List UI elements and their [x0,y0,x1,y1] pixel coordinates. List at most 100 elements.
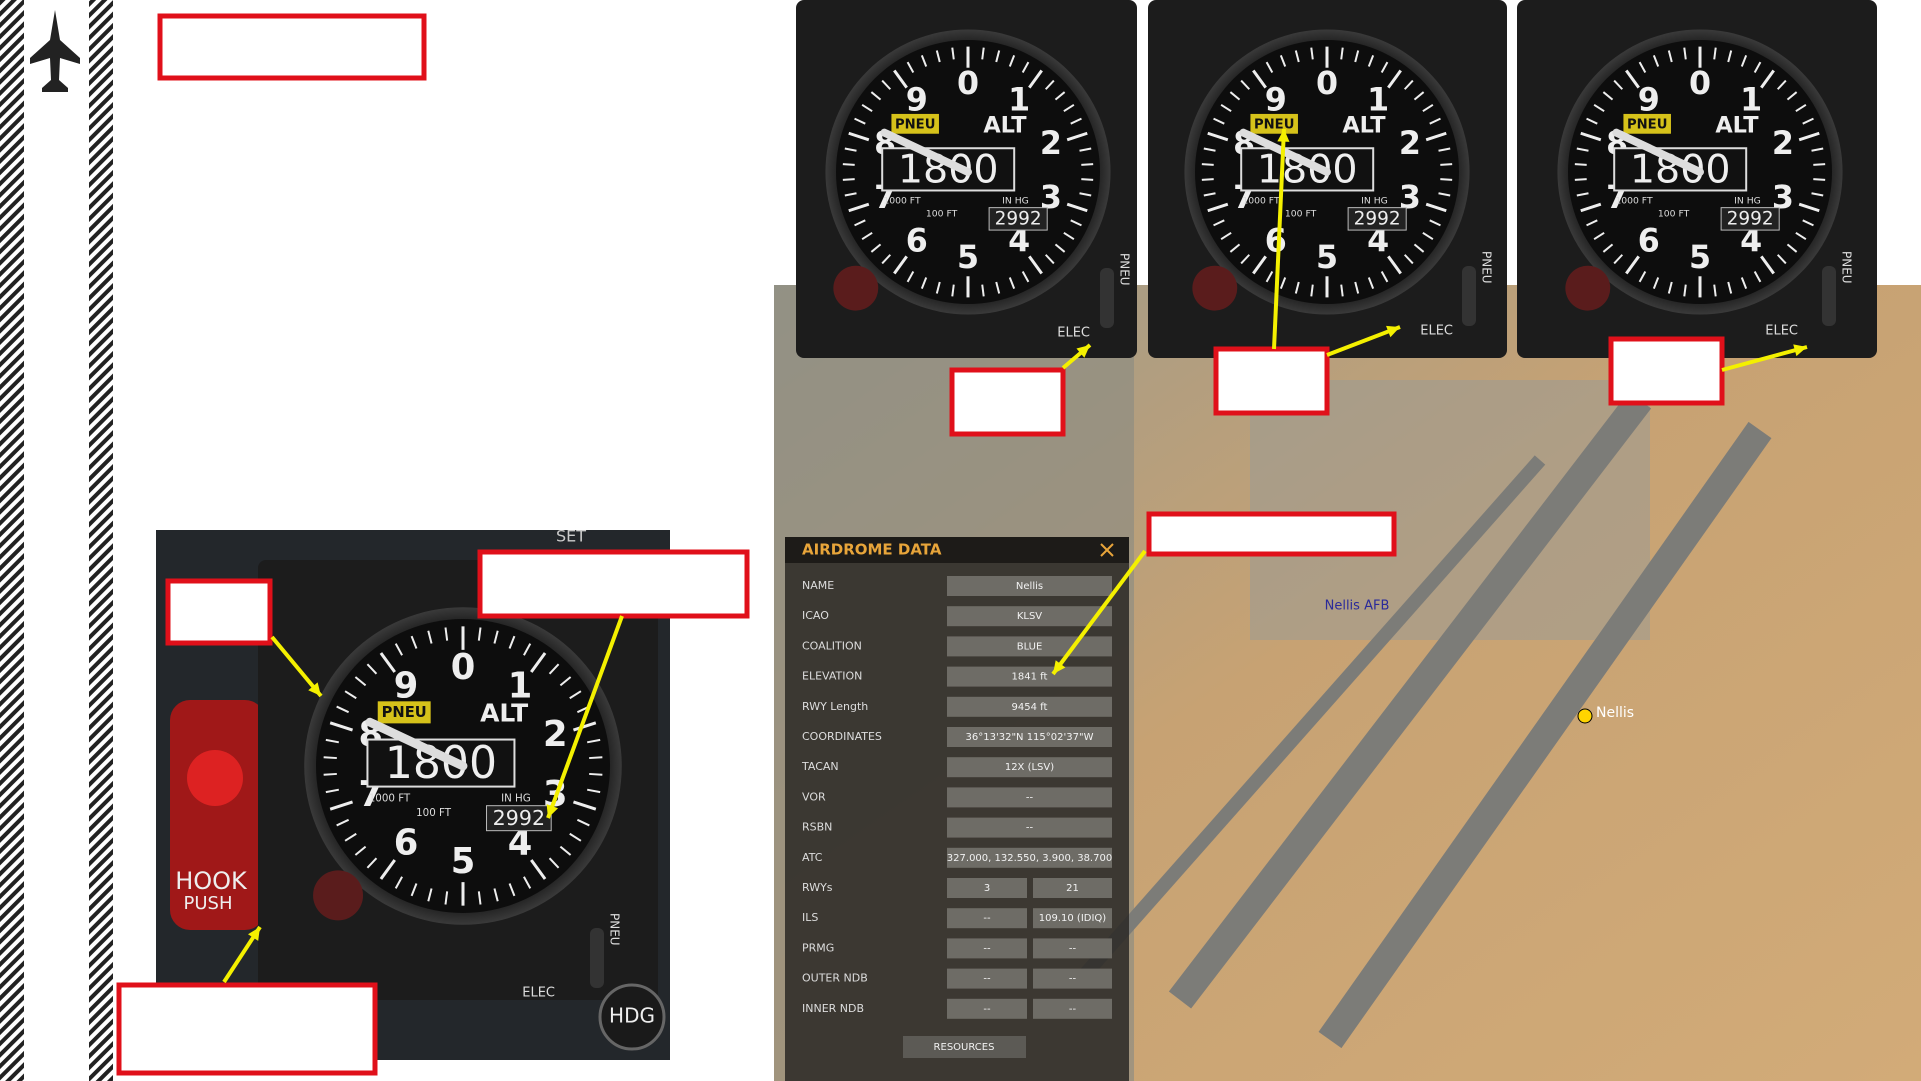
dial-tick [444,891,449,905]
unit-label: 100 FT [1285,209,1317,220]
dial-tick [576,818,590,827]
airdrome-panel [785,537,1129,1081]
unit-label: 1000 FT [883,196,921,207]
button-label: RESOURCES [934,1042,995,1053]
dial-tick [1798,202,1820,213]
knob [1192,265,1238,311]
value-field [947,968,1027,989]
hook-handle [170,700,265,930]
dial-tick [559,845,572,856]
dial-tick [1753,61,1762,74]
close-button[interactable] [1100,543,1114,557]
dial-tick [1063,103,1075,113]
dial-tick [861,103,873,113]
value-field [947,908,1027,929]
dial-tick [893,255,908,275]
row-value: -- [1069,974,1077,985]
dial-tick [559,676,572,687]
dial-number: 2 [1772,126,1794,162]
dial-tick [1811,192,1824,197]
callout-arrow [546,615,624,819]
dial-tick [848,131,870,142]
pneu-flag [377,701,431,724]
dial-tick [1403,79,1414,90]
dial-tick [881,79,892,90]
airfield-icon [1577,708,1593,724]
dial-tick [394,876,403,889]
dial-tick [344,690,357,700]
dial-tick [1367,55,1375,67]
dial-number: 2 [543,714,568,755]
row-value: KLSV [1017,611,1042,622]
dial-tick [548,663,560,675]
dial-tick [1425,202,1447,213]
row-label: ELEVATION [802,670,862,683]
value-field [947,727,1112,747]
counter: 1800 [1257,147,1358,193]
pneu-elec-switch[interactable] [1100,268,1114,328]
dial-tick [1652,277,1660,289]
map-label: Nellis AFB [1325,599,1390,614]
dial-tick [1207,131,1229,142]
dial-tick [1252,69,1267,89]
dial-tick [1340,47,1344,60]
dial-tick [842,178,855,181]
row-value: 12X (LSV) [1005,762,1054,773]
switch-label: ELEC [522,986,555,1001]
dial-tick [1054,91,1066,101]
dial-tick [1813,178,1826,181]
dial-number: 6 [1265,223,1287,259]
pneu-elec-switch[interactable] [1822,266,1836,326]
dial-tick [1008,55,1016,67]
dial-tick [1203,147,1216,152]
unit-label: IN HG [1734,196,1761,207]
dial-tick [1625,255,1640,275]
dial-tick [477,891,482,905]
dial-tick [1387,255,1402,275]
value-field [1033,938,1112,959]
dial-number: 3 [1399,180,1421,216]
dial-tick [493,888,499,902]
dial-tick [844,147,857,152]
dial-tick [329,721,354,732]
row-label: RWYs [802,881,833,894]
switch-label: ELEC [1765,324,1798,339]
dial-tick [881,254,892,265]
dial-tick [1625,69,1640,89]
resources-button[interactable] [903,1036,1026,1058]
callout-arrow [270,635,323,698]
value-field [1033,878,1112,898]
dial-tick [1613,254,1624,265]
map-base [1250,380,1650,640]
hdg-knob[interactable] [598,983,666,1051]
dial-tick [1028,69,1043,89]
dial-tick [1576,147,1589,152]
row-value: -- [1026,823,1034,834]
dial-tick [1802,219,1814,227]
callout-arrow [1326,325,1401,357]
dial-tick [586,788,601,794]
dial-number: 1 [1008,83,1030,119]
gauge-title: ALT [1342,112,1386,138]
unit-label: 1000 FT [369,792,411,804]
baro-window [1347,207,1407,231]
dial-tick [1776,79,1787,90]
knob [1565,265,1611,311]
dial-tick [394,643,403,656]
dial-tick [427,888,433,902]
dial-number: 0 [1316,66,1338,102]
dial-tick [1438,147,1451,152]
pneu-flag-label: PNEU [1627,117,1667,132]
row-value: BLUE [1017,641,1043,652]
dial-tick [1422,231,1434,241]
pneu-flag [1623,113,1671,134]
switch-label: ELEC [1057,326,1090,341]
switch-label: PNEU [1118,253,1132,286]
dial-tick [1667,50,1673,63]
dial-tick [323,772,337,776]
runway [1168,391,1652,1009]
pneu-elec-switch[interactable] [1462,266,1476,326]
dial-tick [1265,270,1274,283]
dial-tick [586,738,601,744]
pneu-elec-switch[interactable] [590,928,604,988]
